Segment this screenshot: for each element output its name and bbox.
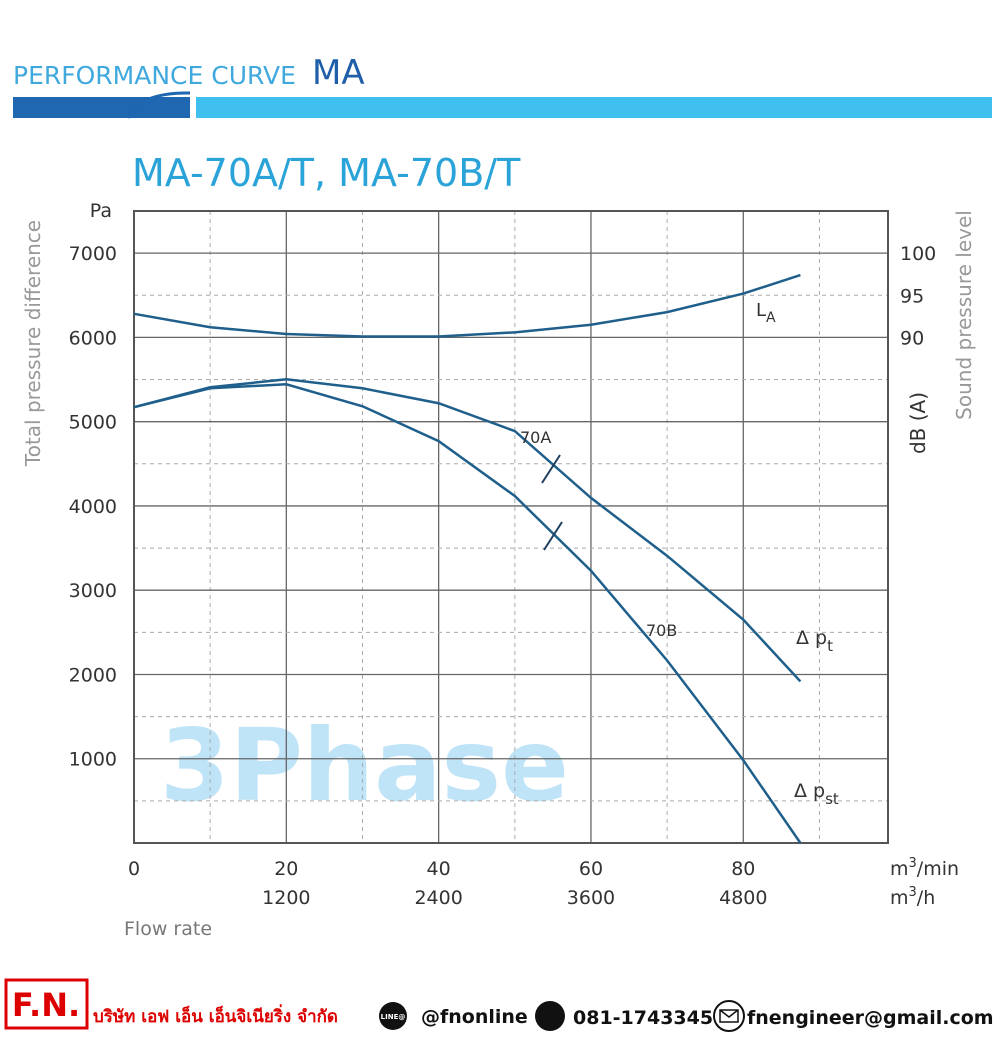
x2-tick-label: 4800 bbox=[719, 887, 767, 909]
x-unit-part: m bbox=[890, 858, 909, 880]
x-tick-label: 80 bbox=[731, 858, 755, 880]
label-part: Δ p bbox=[796, 627, 827, 649]
watermark: 3Phase bbox=[160, 707, 569, 824]
line-id: @fnonline bbox=[421, 1006, 528, 1028]
header-series: MA bbox=[312, 53, 365, 93]
curve-label: LA bbox=[756, 300, 776, 326]
label-part: A bbox=[766, 310, 776, 326]
tick-slash bbox=[541, 454, 561, 484]
header-bar bbox=[196, 97, 992, 118]
series-line bbox=[133, 382, 802, 844]
x2-tick-label: 3600 bbox=[567, 887, 615, 909]
x-label: Flow rate bbox=[124, 918, 212, 940]
curve-label: Δ pt bbox=[796, 627, 833, 655]
y2-unit: dB (A) bbox=[906, 392, 930, 454]
y-tick-label: 3000 bbox=[69, 580, 117, 602]
x-tick-label: 40 bbox=[427, 858, 451, 880]
y-tick-label: 5000 bbox=[69, 412, 117, 434]
x2-unit-part: m bbox=[890, 887, 909, 909]
x2-unit-part: 3 bbox=[909, 885, 917, 900]
y2-tick-label: 90 bbox=[900, 327, 924, 349]
x2-tick-label: 2400 bbox=[414, 887, 462, 909]
line-icon-text: LINE@ bbox=[381, 1013, 406, 1021]
mail-icon bbox=[713, 1000, 745, 1032]
phone: 081-1743345 bbox=[573, 1007, 713, 1029]
email: fnengineer@gmail.com bbox=[747, 1007, 994, 1029]
x-unit-part: 3 bbox=[909, 856, 917, 871]
label-part: t bbox=[827, 637, 833, 655]
y-label: Total pressure difference bbox=[21, 220, 45, 467]
y-tick-label: 1000 bbox=[69, 749, 117, 771]
x-tick-label: 60 bbox=[579, 858, 603, 880]
header-title: PERFORMANCE CURVE bbox=[13, 61, 296, 90]
label-part: st bbox=[825, 790, 839, 808]
plot bbox=[133, 273, 802, 844]
chart-title: MA-70A/T, MA-70B/T bbox=[132, 151, 521, 195]
tick-slash bbox=[543, 521, 563, 551]
phone-icon bbox=[535, 1001, 565, 1031]
series-line bbox=[133, 273, 801, 338]
series-label: 70A bbox=[520, 428, 551, 447]
logo-box bbox=[4, 978, 89, 1030]
x2-tick-label: 1200 bbox=[262, 887, 310, 909]
label-part: Δ p bbox=[794, 780, 825, 802]
x-tick-label: 0 bbox=[128, 858, 140, 880]
x2-unit: m3/h bbox=[890, 885, 935, 909]
y-tick-label: 6000 bbox=[69, 327, 117, 349]
curve-label: Δ pst bbox=[794, 780, 839, 808]
line-icon bbox=[379, 1002, 407, 1030]
company: บริษัท เอฟ เอ็น เอ็นจิเนียริ่ง จำกัด bbox=[93, 1004, 338, 1027]
plot-frame bbox=[133, 210, 889, 844]
y-tick-label: 2000 bbox=[69, 664, 117, 686]
y2-label: Sound pressure level bbox=[952, 210, 976, 420]
y-unit: Pa bbox=[90, 200, 112, 222]
x-tick-label: 20 bbox=[274, 858, 298, 880]
x-unit-part: /min bbox=[917, 858, 959, 880]
y2-tick-label: 95 bbox=[900, 285, 924, 307]
logo: F.N. bbox=[12, 986, 80, 1024]
y-tick-label: 4000 bbox=[69, 496, 117, 518]
header-swoosh bbox=[126, 91, 191, 119]
series-label: 70B bbox=[646, 621, 677, 640]
header-bar bbox=[13, 97, 190, 118]
y-tick-label: 7000 bbox=[69, 243, 117, 265]
x2-unit-part: /h bbox=[917, 887, 935, 909]
mail-glyph bbox=[719, 1009, 739, 1023]
y2-tick-label: 100 bbox=[900, 243, 936, 265]
grid bbox=[134, 211, 888, 843]
x-unit: m3/min bbox=[890, 856, 959, 880]
series-line bbox=[133, 378, 802, 683]
label-part: L bbox=[756, 300, 766, 321]
